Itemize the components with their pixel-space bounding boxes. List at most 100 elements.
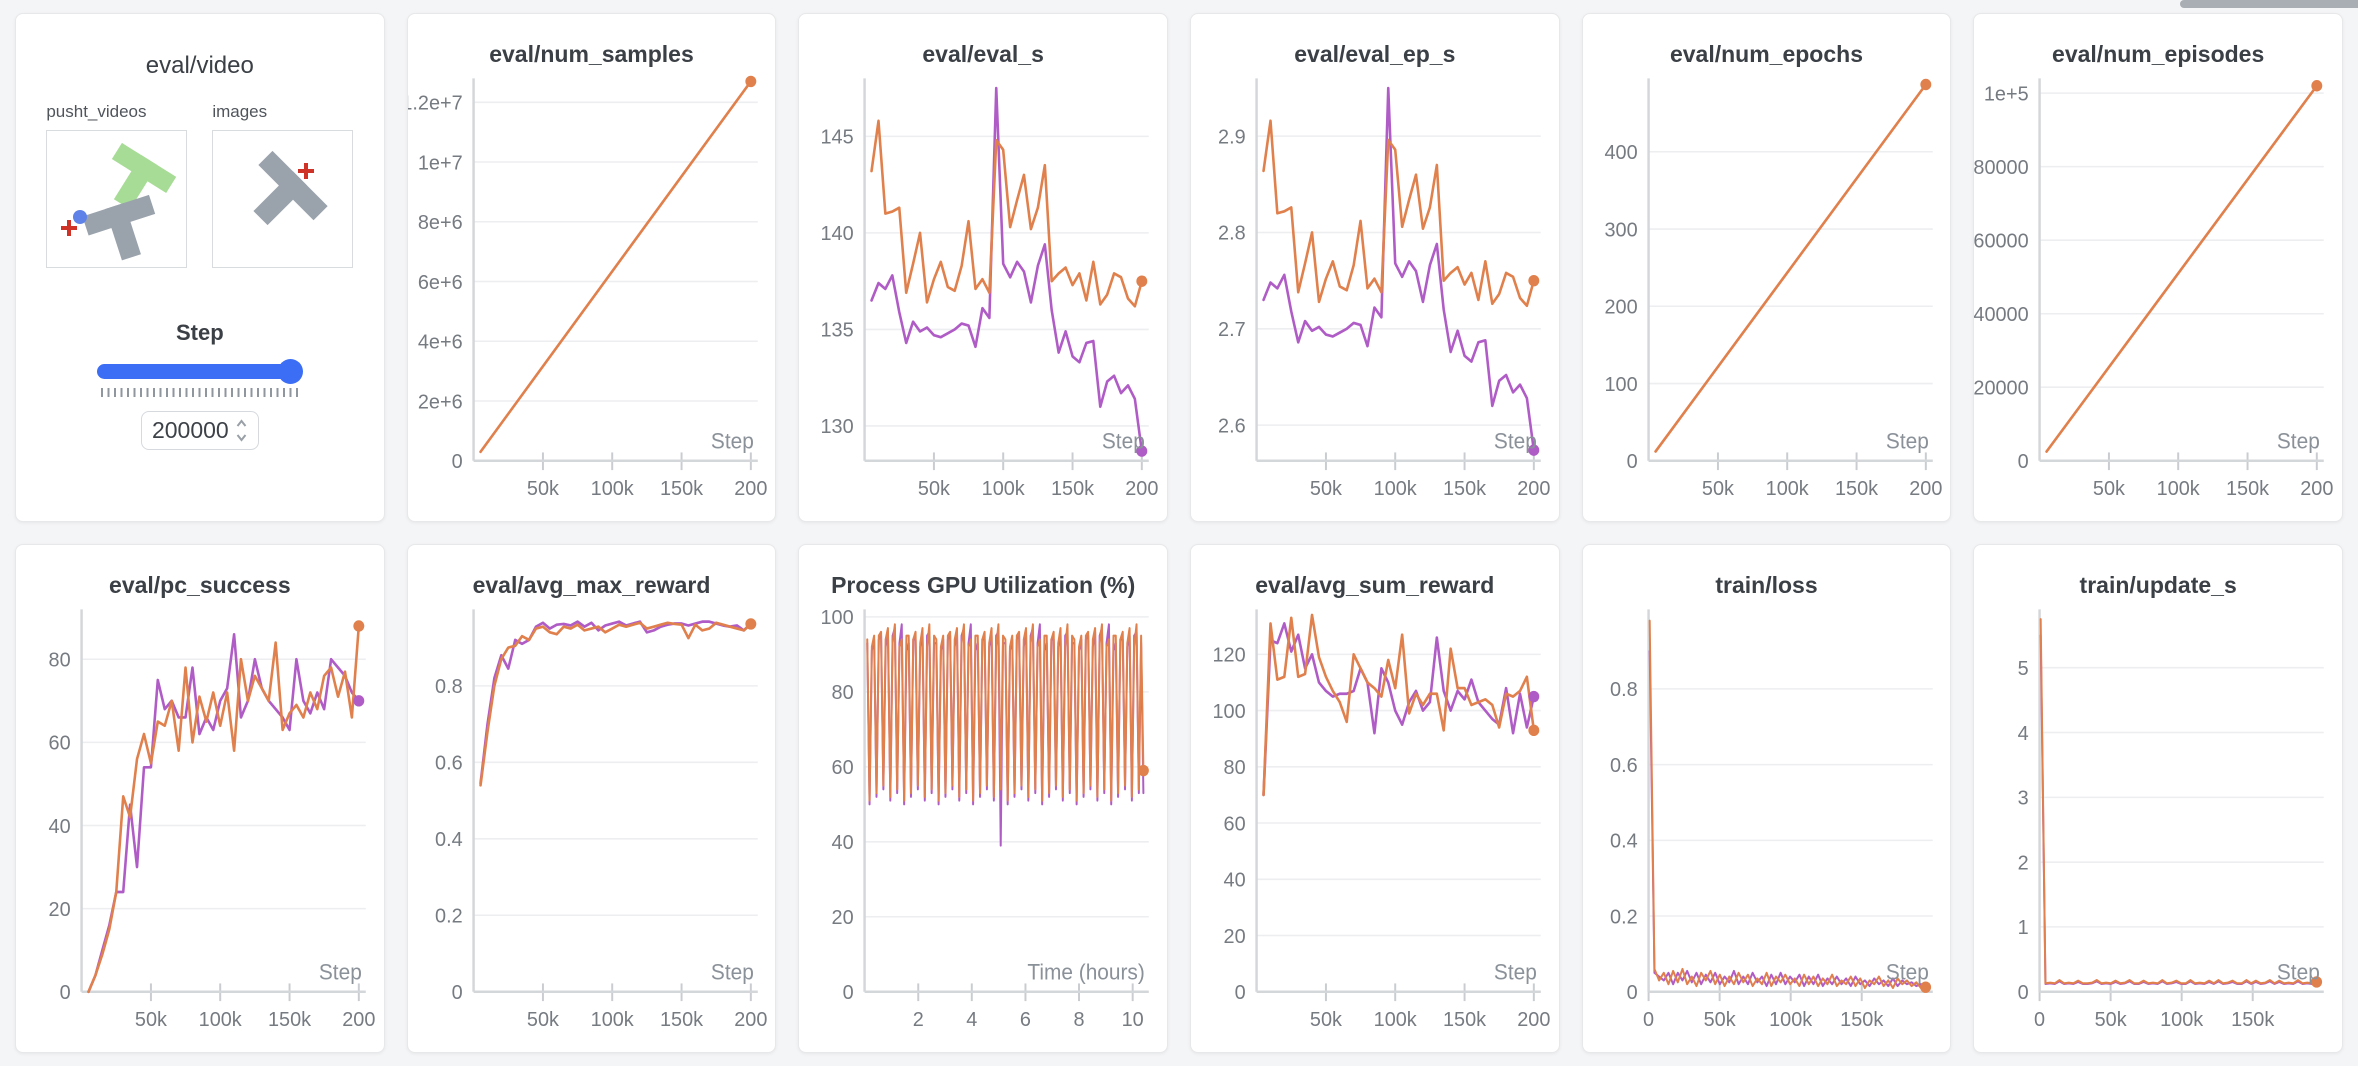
svg-text:2e+6: 2e+6	[418, 391, 463, 413]
svg-text:200: 200	[342, 1009, 375, 1031]
svg-text:100k: 100k	[2157, 478, 2201, 500]
svg-text:Step: Step	[319, 960, 362, 985]
panel-eval-num-epochs: eval/num_epochs 0 100 200 300 400 50k 100k 150k…	[1581, 13, 1952, 522]
svg-text:100k: 100k	[590, 1009, 634, 1031]
svg-text:0: 0	[451, 451, 462, 473]
svg-text:200: 200	[734, 1009, 767, 1031]
svg-text:200: 200	[1126, 478, 1159, 500]
svg-text:200: 200	[1604, 296, 1637, 318]
svg-text:Step: Step	[1102, 429, 1145, 454]
svg-text:50k: 50k	[2093, 478, 2126, 500]
slider-track[interactable]	[97, 364, 303, 379]
panel-train-loss: train/loss 0 0.2 0.4 0.6 0.8 0 50k 100k 150k Step	[1581, 544, 1952, 1053]
svg-text:0: 0	[2034, 1009, 2045, 1031]
svg-text:150k: 150k	[268, 1009, 312, 1031]
svg-text:100: 100	[1212, 700, 1245, 722]
svg-text:50k: 50k	[1703, 1009, 1736, 1031]
svg-text:2.9: 2.9	[1218, 126, 1246, 148]
svg-text:80000: 80000	[1974, 156, 2029, 178]
svg-text:0.4: 0.4	[1610, 830, 1638, 852]
agent-dot	[73, 210, 88, 224]
chart-eval-avg-max-reward[interactable]: 0 0.2 0.4 0.6 0.8 50k 100k 150k 200 Step	[408, 599, 776, 1052]
svg-text:4: 4	[2018, 722, 2029, 744]
svg-text:2.6: 2.6	[1218, 415, 1246, 437]
chart-gpu-utilization[interactable]: 0 20 40 60 80 100 2 4 6 8 10 Time (hours)	[799, 599, 1167, 1052]
svg-text:8e+6: 8e+6	[418, 212, 463, 234]
chart-eval-pc-success[interactable]: 0 20 40 60 80 50k 100k 150k 200 Step	[16, 599, 384, 1052]
svg-text:145: 145	[821, 126, 854, 148]
svg-text:0: 0	[2018, 982, 2029, 1004]
svg-text:60: 60	[49, 732, 71, 754]
svg-text:150k: 150k	[660, 1009, 704, 1031]
svg-text:200: 200	[1517, 1009, 1550, 1031]
svg-text:100: 100	[821, 607, 854, 629]
step-slider[interactable]	[97, 359, 303, 384]
svg-text:10: 10	[1122, 1009, 1144, 1031]
svg-text:0.4: 0.4	[435, 829, 463, 851]
media-column-images: images	[212, 102, 354, 268]
svg-text:Step: Step	[1886, 429, 1929, 454]
svg-text:300: 300	[1604, 219, 1637, 241]
chart-eval-eval-ep-s[interactable]: 2.6 2.7 2.8 2.9 50k 100k 150k 200 Step	[1191, 68, 1559, 521]
svg-text:2.8: 2.8	[1218, 222, 1246, 244]
chart-title: eval/eval_ep_s	[1294, 41, 1456, 67]
svg-text:1.2e+7: 1.2e+7	[408, 92, 463, 114]
chart-train-update-s[interactable]: 0 1 2 3 4 5 0 50k 100k 150k Step	[1974, 599, 2342, 1052]
svg-text:0.6: 0.6	[435, 752, 463, 774]
svg-text:0.6: 0.6	[1610, 755, 1638, 777]
chart-eval-num-samples[interactable]: 0 2e+6 4e+6 6e+6 8e+6 1e+7 1.2e+7 50k 100k 150k 20…	[408, 68, 776, 521]
panel-eval-video: eval/video pusht_videos	[15, 13, 385, 522]
slider-thumb[interactable]	[277, 359, 303, 384]
chart-title: train/loss	[1715, 572, 1818, 598]
svg-text:150k: 150k	[1443, 478, 1487, 500]
svg-text:50k: 50k	[1702, 478, 1735, 500]
svg-text:50k: 50k	[918, 478, 951, 500]
panel-eval-eval-s: eval/eval_s 130 135 140 145 50k 100k 150k 200 St…	[798, 13, 1168, 522]
svg-text:50k: 50k	[2095, 1009, 2128, 1031]
goal-cross	[298, 163, 315, 179]
svg-text:0: 0	[1626, 451, 1637, 473]
svg-text:50k: 50k	[1310, 1009, 1343, 1031]
chart-title: eval/pc_success	[109, 572, 291, 598]
svg-text:1e+5: 1e+5	[1984, 83, 2029, 105]
svg-text:50k: 50k	[135, 1009, 168, 1031]
pusht-video-thumbnail[interactable]	[46, 130, 188, 268]
svg-text:1: 1	[2018, 917, 2029, 939]
svg-text:0: 0	[2018, 451, 2029, 473]
chart-eval-avg-sum-reward[interactable]: 0 20 40 60 80 100 120 50k 100k 150k 200 Step	[1191, 599, 1559, 1052]
images-thumbnail[interactable]	[212, 130, 354, 268]
svg-text:0.8: 0.8	[1610, 679, 1638, 701]
svg-text:6: 6	[1020, 1009, 1031, 1031]
chart-title: train/update_s	[2079, 572, 2237, 598]
chart-eval-num-epochs[interactable]: 0 100 200 300 400 50k 100k 150k 200 Step	[1583, 68, 1951, 521]
svg-text:60000: 60000	[1974, 230, 2029, 252]
step-value-spinner[interactable]: 200000	[140, 411, 259, 450]
svg-text:135: 135	[821, 319, 854, 341]
svg-text:150k: 150k	[1443, 1009, 1487, 1031]
svg-text:0: 0	[60, 982, 71, 1004]
svg-text:100k: 100k	[1765, 478, 1809, 500]
svg-text:60: 60	[832, 757, 854, 779]
stepper-arrows-icon[interactable]	[235, 417, 248, 445]
svg-text:100k: 100k	[199, 1009, 243, 1031]
svg-text:6e+6: 6e+6	[418, 271, 463, 293]
svg-text:2: 2	[913, 1009, 924, 1031]
media-column-pusht-videos: pusht_videos	[46, 102, 188, 268]
panel-eval-avg-sum-reward: eval/avg_sum_reward 0 20 40 60 80 100 120 50k 10…	[1189, 544, 1560, 1053]
chart-eval-eval-s[interactable]: 130 135 140 145 50k 100k 150k 200 Step	[799, 68, 1167, 521]
panel-eval-num-samples: eval/num_samples 0 2e+6 4e+6 6e+6 8e+6 1e+7 1.…	[406, 13, 777, 522]
svg-text:Step: Step	[711, 960, 754, 985]
svg-text:20: 20	[49, 899, 71, 921]
svg-text:40000: 40000	[1974, 304, 2029, 326]
svg-text:20000: 20000	[1974, 377, 2029, 399]
svg-text:100k: 100k	[1769, 1009, 1813, 1031]
svg-text:20: 20	[832, 907, 854, 929]
chart-title: eval/num_epochs	[1669, 41, 1863, 67]
svg-text:80: 80	[832, 682, 854, 704]
chart-eval-num-episodes[interactable]: 0 20000 40000 60000 80000 1e+5 50k 100k 150k 200 S…	[1974, 68, 2342, 521]
chart-train-loss[interactable]: 0 0.2 0.4 0.6 0.8 0 50k 100k 150k Step	[1583, 599, 1951, 1052]
svg-text:80: 80	[1224, 757, 1246, 779]
svg-text:200: 200	[734, 478, 767, 500]
horizontal-scrollbar-thumb[interactable]	[2180, 0, 2358, 8]
svg-text:100k: 100k	[1374, 478, 1418, 500]
